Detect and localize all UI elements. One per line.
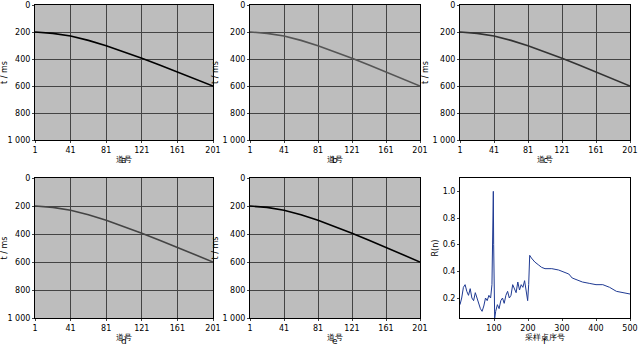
svg-text:200: 200 bbox=[15, 202, 30, 211]
svg-text:81: 81 bbox=[101, 324, 111, 333]
svg-text:1: 1 bbox=[247, 146, 252, 155]
svg-text:200: 200 bbox=[230, 202, 245, 211]
svg-text:1 000: 1 000 bbox=[7, 314, 30, 323]
svg-text:161: 161 bbox=[588, 146, 603, 155]
svg-text:600: 600 bbox=[15, 258, 30, 267]
svg-text:200: 200 bbox=[520, 324, 535, 333]
svg-text:41: 41 bbox=[279, 146, 289, 155]
svg-text:0.4: 0.4 bbox=[443, 267, 456, 276]
svg-text:300: 300 bbox=[554, 324, 569, 333]
svg-text:81: 81 bbox=[101, 146, 111, 155]
svg-text:1 000: 1 000 bbox=[222, 136, 245, 145]
svg-text:600: 600 bbox=[440, 82, 455, 91]
svg-text:t / ms: t / ms bbox=[211, 61, 220, 84]
svg-text:200: 200 bbox=[440, 28, 455, 37]
svg-text:0: 0 bbox=[450, 1, 455, 10]
svg-text:1 000: 1 000 bbox=[222, 314, 245, 323]
svg-text:201: 201 bbox=[622, 146, 637, 155]
svg-text:d: d bbox=[121, 336, 127, 346]
svg-text:1: 1 bbox=[457, 146, 462, 155]
svg-text:e: e bbox=[332, 336, 338, 346]
svg-text:400: 400 bbox=[230, 230, 245, 239]
svg-text:0.2: 0.2 bbox=[443, 294, 456, 303]
svg-text:81: 81 bbox=[313, 324, 323, 333]
svg-text:161: 161 bbox=[170, 324, 185, 333]
svg-text:800: 800 bbox=[230, 286, 245, 295]
svg-text:0: 0 bbox=[25, 1, 30, 10]
svg-text:c: c bbox=[543, 155, 548, 165]
svg-text:41: 41 bbox=[66, 146, 76, 155]
svg-text:500: 500 bbox=[622, 324, 637, 333]
svg-text:t / ms: t / ms bbox=[0, 237, 9, 260]
svg-text:400: 400 bbox=[15, 230, 30, 239]
svg-text:t / ms: t / ms bbox=[421, 61, 430, 84]
svg-text:201: 201 bbox=[205, 324, 220, 333]
svg-text:600: 600 bbox=[230, 82, 245, 91]
svg-text:1.0: 1.0 bbox=[443, 187, 456, 196]
svg-text:道号: 道号 bbox=[116, 333, 132, 342]
svg-text:121: 121 bbox=[134, 324, 149, 333]
svg-text:100: 100 bbox=[486, 324, 501, 333]
svg-text:0.8: 0.8 bbox=[443, 214, 456, 223]
svg-text:1: 1 bbox=[32, 146, 37, 155]
svg-text:1: 1 bbox=[32, 324, 37, 333]
svg-text:201: 201 bbox=[205, 146, 220, 155]
svg-text:b: b bbox=[332, 155, 338, 165]
svg-text:121: 121 bbox=[554, 146, 569, 155]
svg-text:1: 1 bbox=[247, 324, 252, 333]
svg-text:1 000: 1 000 bbox=[7, 136, 30, 145]
svg-text:41: 41 bbox=[489, 146, 499, 155]
svg-text:161: 161 bbox=[378, 324, 393, 333]
svg-text:1 000: 1 000 bbox=[432, 136, 455, 145]
svg-text:R(n): R(n) bbox=[431, 240, 440, 257]
svg-text:道号: 道号 bbox=[116, 155, 132, 164]
svg-text:0.6: 0.6 bbox=[443, 240, 456, 249]
svg-text:a: a bbox=[121, 155, 127, 165]
svg-text:200: 200 bbox=[15, 28, 30, 37]
svg-text:f: f bbox=[543, 336, 547, 346]
svg-text:道号: 道号 bbox=[537, 155, 553, 164]
svg-text:161: 161 bbox=[170, 146, 185, 155]
svg-text:采样点序号: 采样点序号 bbox=[525, 333, 565, 342]
svg-text:400: 400 bbox=[230, 55, 245, 64]
svg-text:t / ms: t / ms bbox=[0, 61, 9, 84]
svg-text:0: 0 bbox=[25, 174, 30, 183]
svg-text:201: 201 bbox=[412, 146, 427, 155]
svg-text:0: 0 bbox=[240, 174, 245, 183]
svg-text:41: 41 bbox=[66, 324, 76, 333]
svg-text:t / ms: t / ms bbox=[211, 237, 220, 260]
svg-text:400: 400 bbox=[588, 324, 603, 333]
svg-text:0: 0 bbox=[240, 1, 245, 10]
svg-text:201: 201 bbox=[412, 324, 427, 333]
svg-text:81: 81 bbox=[313, 146, 323, 155]
svg-text:800: 800 bbox=[230, 109, 245, 118]
svg-text:200: 200 bbox=[230, 28, 245, 37]
svg-text:道号: 道号 bbox=[327, 155, 343, 164]
svg-text:400: 400 bbox=[15, 55, 30, 64]
svg-text:800: 800 bbox=[440, 109, 455, 118]
svg-text:800: 800 bbox=[15, 109, 30, 118]
svg-text:600: 600 bbox=[15, 82, 30, 91]
svg-text:道号: 道号 bbox=[327, 333, 343, 342]
svg-text:121: 121 bbox=[134, 146, 149, 155]
svg-text:600: 600 bbox=[230, 258, 245, 267]
svg-text:800: 800 bbox=[15, 286, 30, 295]
svg-text:161: 161 bbox=[378, 146, 393, 155]
svg-text:81: 81 bbox=[523, 146, 533, 155]
svg-text:121: 121 bbox=[344, 146, 359, 155]
svg-text:41: 41 bbox=[279, 324, 289, 333]
svg-text:121: 121 bbox=[344, 324, 359, 333]
svg-text:400: 400 bbox=[440, 55, 455, 64]
